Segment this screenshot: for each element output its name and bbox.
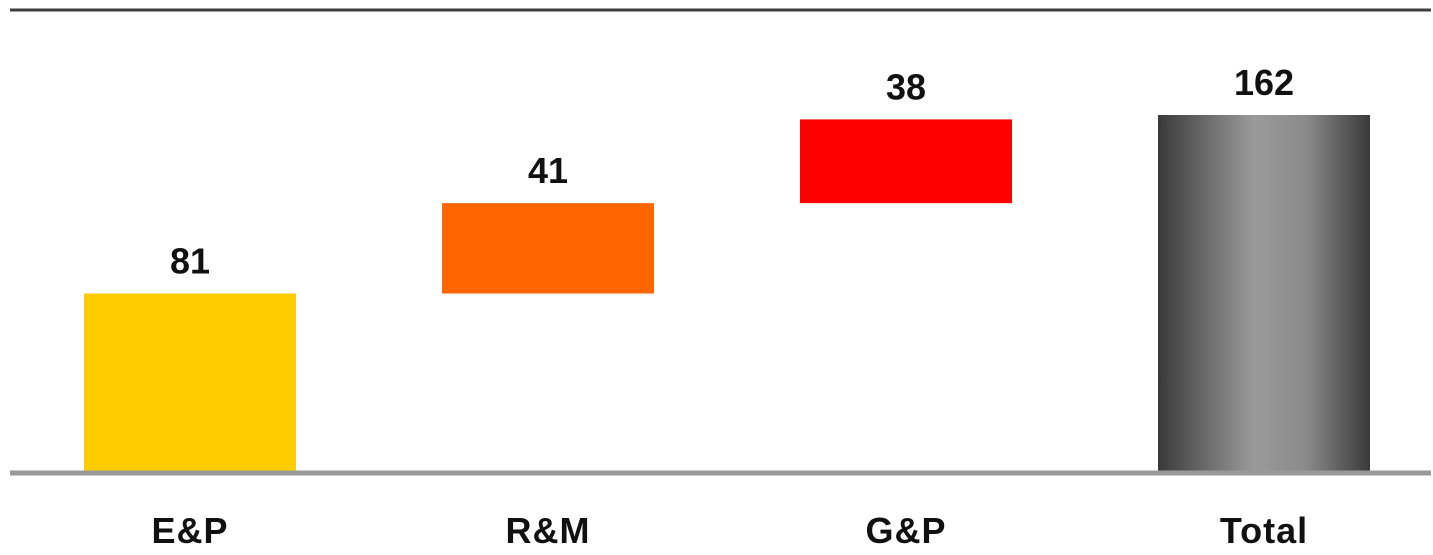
bar-total <box>1158 115 1370 472</box>
bar-g-p <box>800 119 1012 204</box>
data-label: 38 <box>886 66 926 107</box>
category-label: R&M <box>506 510 591 551</box>
data-label: 41 <box>528 150 568 191</box>
bar-e-p <box>84 293 296 472</box>
category-label: E&P <box>151 510 228 551</box>
bar-r-m <box>442 203 654 294</box>
category-label: G&P <box>865 510 946 551</box>
data-label: 162 <box>1234 62 1294 103</box>
category-label: Total <box>1220 510 1308 551</box>
data-label: 81 <box>170 241 210 282</box>
